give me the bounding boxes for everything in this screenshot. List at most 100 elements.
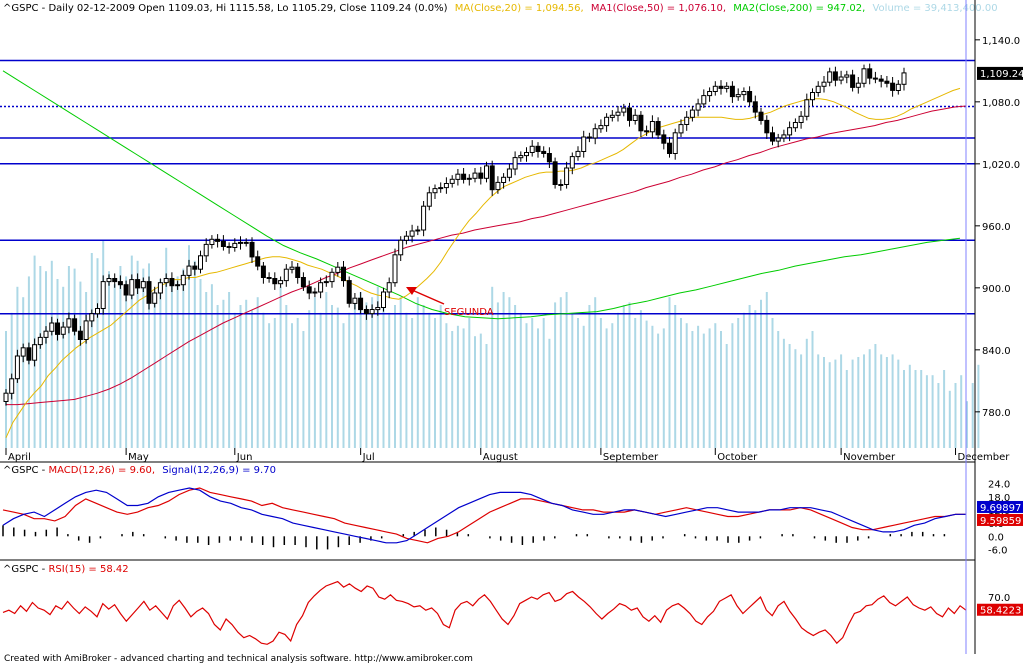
- volume-bar: [828, 362, 831, 448]
- volume-bar: [382, 292, 385, 448]
- candle-body: [770, 132, 775, 142]
- candle-body: [243, 241, 249, 244]
- volume-bar: [90, 253, 93, 448]
- candle-body: [49, 322, 55, 332]
- rsi-header-value: RSI(15) = 58.42: [48, 564, 128, 575]
- candle-body: [752, 101, 758, 113]
- volume-bar: [948, 390, 951, 448]
- volume-bar: [50, 260, 53, 448]
- candle-body: [844, 74, 850, 78]
- candle-body: [55, 322, 60, 335]
- volume-bar: [302, 331, 305, 448]
- volume-bar: [331, 305, 333, 448]
- volume-bar: [205, 292, 208, 448]
- price-tick-label: 1,140.0: [982, 36, 1020, 47]
- rsi-line: [2, 580, 967, 645]
- volume-bar: [136, 260, 139, 448]
- volume-bar: [428, 312, 431, 448]
- volume-bar: [731, 323, 734, 448]
- candle-body: [472, 172, 478, 179]
- volume-bar: [399, 297, 402, 448]
- volume-bar: [296, 318, 299, 448]
- volume-bar: [462, 328, 465, 448]
- candle-body: [278, 280, 284, 285]
- volume-bar: [668, 297, 671, 448]
- volume-bar: [159, 279, 162, 448]
- volume-bar: [702, 333, 705, 448]
- volume-bar: [651, 325, 654, 448]
- candle-body: [77, 330, 83, 341]
- price-axis: 1,140.0 1,080.0 1,020.0 960.0 900.0 840.0 780.…: [975, 36, 1024, 419]
- volume-bar: [908, 364, 911, 448]
- candle-body: [306, 286, 312, 294]
- volume-bar: [102, 240, 105, 448]
- volume-bar: [594, 297, 597, 448]
- candle-body: [615, 111, 621, 116]
- volume-bar: [788, 344, 791, 448]
- volume-bar: [885, 357, 888, 448]
- candle-body: [827, 71, 833, 83]
- candle-body: [403, 235, 409, 241]
- candle-body: [810, 92, 815, 101]
- volume-bar: [502, 292, 505, 448]
- month-label: November: [843, 452, 896, 463]
- volume-bar: [599, 318, 602, 448]
- volume-bar: [765, 292, 768, 448]
- ma20-line: [5, 87, 961, 438]
- signal-value-label: 9.59859: [980, 516, 1021, 527]
- volume-bar: [210, 284, 213, 448]
- rsi-axis: 70.0 58.4223: [977, 593, 1023, 617]
- candle-body: [878, 78, 884, 82]
- volume-bar: [680, 318, 682, 448]
- candle-body: [832, 71, 838, 81]
- candle-body: [443, 183, 449, 189]
- candle-body: [649, 121, 655, 133]
- candle-body: [152, 292, 158, 304]
- candle-body: [684, 116, 690, 126]
- volume-bar: [525, 323, 528, 448]
- macd-lines: [2, 487, 966, 544]
- price-tick-label: 960.0: [982, 222, 1011, 233]
- macd-tick-label: 18.0: [988, 493, 1010, 504]
- volume-bar: [148, 263, 150, 448]
- candle-body: [466, 177, 472, 180]
- volume-bar: [845, 370, 848, 448]
- candle-body: [661, 134, 667, 144]
- volume-bar: [897, 359, 900, 448]
- volume-bar: [491, 286, 494, 448]
- candle-body: [501, 176, 507, 184]
- candle-body: [655, 121, 661, 136]
- header-volume: Volume = 39,413,400.00: [872, 3, 997, 14]
- volume-bar: [519, 312, 522, 448]
- volume-bar: [479, 333, 482, 448]
- volume-bar: [662, 328, 665, 448]
- volume-bar: [737, 318, 740, 448]
- candle-body: [644, 130, 650, 133]
- volume-bar: [62, 286, 65, 448]
- volume-bar: [56, 279, 59, 448]
- volume-bar: [628, 302, 631, 448]
- rsi-value-label: 58.4223: [980, 606, 1021, 617]
- candle-body: [295, 266, 301, 279]
- volume-bar: [823, 357, 825, 448]
- candle-body: [901, 72, 907, 85]
- volume-bar: [216, 305, 219, 448]
- rsi-tick-label: 70.0: [988, 593, 1010, 604]
- candle-body: [701, 95, 707, 105]
- volume-bar: [514, 305, 517, 448]
- candle-body: [289, 266, 295, 270]
- macd-header-prefix: ^GSPC -: [3, 465, 48, 476]
- volume-bar: [193, 260, 196, 448]
- volume-bar: [834, 359, 837, 448]
- candle-body: [43, 330, 49, 338]
- volume-bar: [336, 307, 339, 448]
- volume-bar: [685, 323, 688, 448]
- annotation-arrowhead: [406, 287, 417, 295]
- annotations: SEGUNDA: [406, 287, 494, 318]
- volume-bar: [588, 305, 591, 448]
- header-ma50: MA1(Close,50) = 1,076.10,: [591, 3, 726, 14]
- volume-bar: [977, 364, 980, 448]
- volume-bar: [388, 312, 391, 448]
- candle-body: [146, 281, 152, 304]
- candle-body: [283, 268, 289, 282]
